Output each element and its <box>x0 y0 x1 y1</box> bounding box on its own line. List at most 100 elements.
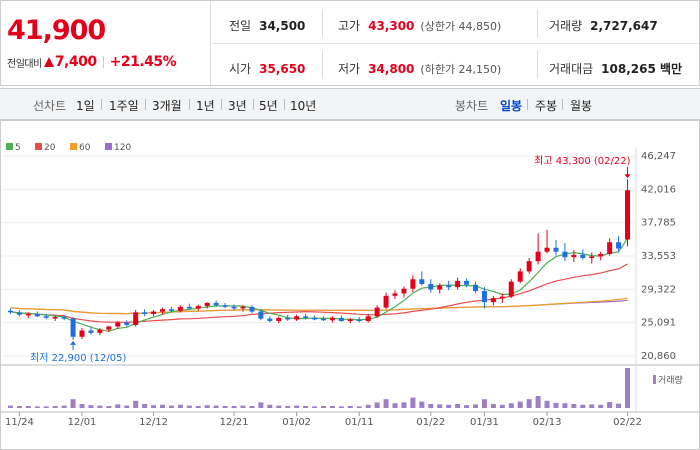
period-3y[interactable]: 3년 <box>228 99 247 113</box>
volume-bar <box>115 404 121 408</box>
stats-divider <box>537 51 538 79</box>
volume-bar <box>401 402 407 408</box>
change-label: 전일대비 <box>7 58 42 70</box>
legend-label: 60 <box>79 143 91 153</box>
candle-monthly[interactable]: 월봉 <box>570 99 593 113</box>
date-tick-label: 01/02 <box>282 417 311 428</box>
stat-prev-close: 전일 34,500 <box>229 19 306 33</box>
volume-bar <box>222 406 228 408</box>
volume-bar <box>177 404 183 408</box>
candle-weekly[interactable]: 주봉 <box>535 99 558 113</box>
candle-body <box>374 307 380 317</box>
volume-bar <box>437 404 443 408</box>
period-divider <box>189 99 190 110</box>
y-tick-label: 42,016 <box>641 184 676 195</box>
period-10y[interactable]: 10년 <box>290 99 317 113</box>
volume-bar <box>43 406 49 408</box>
volume-bar <box>70 399 76 408</box>
period-1w[interactable]: 1주일 <box>109 99 139 113</box>
date-tick-label: 02/22 <box>613 417 642 428</box>
stat-amount: 거래대금 108,265 백만 <box>549 62 683 76</box>
candle-body <box>499 296 505 299</box>
volume-bar <box>571 404 577 408</box>
ma20-line <box>10 263 628 324</box>
volume-bar <box>240 405 246 408</box>
candle-body <box>598 254 604 257</box>
period-1d[interactable]: 1일 <box>76 99 95 113</box>
candle-body <box>160 309 165 312</box>
date-tick-label: 12/21 <box>220 417 249 428</box>
period-1y[interactable]: 1년 <box>196 99 215 113</box>
period-3m[interactable]: 3개월 <box>152 99 182 113</box>
legend-label: 5 <box>15 143 21 153</box>
volume-bar <box>34 406 40 408</box>
volume-bar <box>365 404 371 408</box>
candle-body <box>490 298 496 303</box>
line-chart-label: 선차트 <box>33 99 67 113</box>
candle-divider <box>527 99 528 110</box>
candle-body <box>616 242 622 249</box>
volume-bar <box>294 405 300 408</box>
volume-bar <box>625 368 631 408</box>
period-5y[interactable]: 5년 <box>259 99 278 113</box>
candle-body <box>392 293 398 296</box>
change-value: 7,400 <box>54 54 97 70</box>
candle-body <box>195 306 201 309</box>
candle-body <box>34 313 40 317</box>
high-arrow-head <box>624 174 631 179</box>
volume-bar <box>499 404 505 408</box>
volume-legend-label: 거래량 <box>658 374 683 386</box>
volume-bar <box>347 406 353 408</box>
volume-bar <box>446 404 452 408</box>
candle-body <box>285 317 291 320</box>
candle-body <box>535 251 541 262</box>
candle-daily[interactable]: 일봉 <box>500 99 523 113</box>
volume-bar <box>464 405 470 408</box>
volume-bar <box>356 406 362 408</box>
candle-divider <box>562 99 563 110</box>
volume-bar <box>481 399 487 408</box>
candle-body <box>517 271 523 282</box>
volume-bar <box>124 405 130 408</box>
candle-body <box>607 242 613 255</box>
candle-body <box>240 306 246 309</box>
stat-open: 시가 35,650 <box>229 62 306 76</box>
volume-bar <box>25 406 31 408</box>
chart-frame <box>0 120 700 450</box>
candle-body <box>481 291 487 303</box>
volume-bar <box>329 406 335 408</box>
volume-bar <box>204 405 210 408</box>
candle-body <box>43 316 49 318</box>
legend-swatch <box>105 143 112 150</box>
candle-body <box>303 316 309 318</box>
candle-body <box>571 254 577 258</box>
stats-divider <box>322 51 323 79</box>
candle-body <box>115 322 121 327</box>
volume-bar <box>526 399 532 408</box>
volume-bar <box>320 406 326 408</box>
quote-panel: 41,900 전일대비 7,400 +21.45% 전일 34,500 고가 4… <box>0 0 700 86</box>
volume-bar <box>258 402 264 408</box>
candle-body <box>88 330 94 333</box>
volume-bar <box>428 404 434 408</box>
legend-swatch <box>6 143 13 150</box>
volume-bar <box>607 402 613 408</box>
date-tick-label: 01/11 <box>345 417 374 428</box>
chart-toolbar: 선차트 1일 1주일 3개월 1년 3년 5년 10년 봉차트 일봉 주봉 월봉 <box>0 88 700 120</box>
candle-body <box>258 311 264 319</box>
volume-bar <box>338 406 344 408</box>
y-tick-label: 29,322 <box>641 284 676 295</box>
candle-body <box>106 326 112 330</box>
candle-body <box>97 329 103 333</box>
date-tick-label: 12/01 <box>68 417 97 428</box>
candle-body <box>455 280 461 288</box>
stats-divider <box>322 9 323 37</box>
y-tick-label: 37,785 <box>641 218 676 229</box>
period-divider <box>253 99 254 110</box>
change-divider <box>102 56 104 68</box>
date-tick-label: 12/12 <box>139 417 168 428</box>
candle-body <box>356 319 362 322</box>
candle-body <box>437 285 443 290</box>
volume-bar <box>160 404 165 408</box>
current-price: 41,900 <box>7 15 106 46</box>
